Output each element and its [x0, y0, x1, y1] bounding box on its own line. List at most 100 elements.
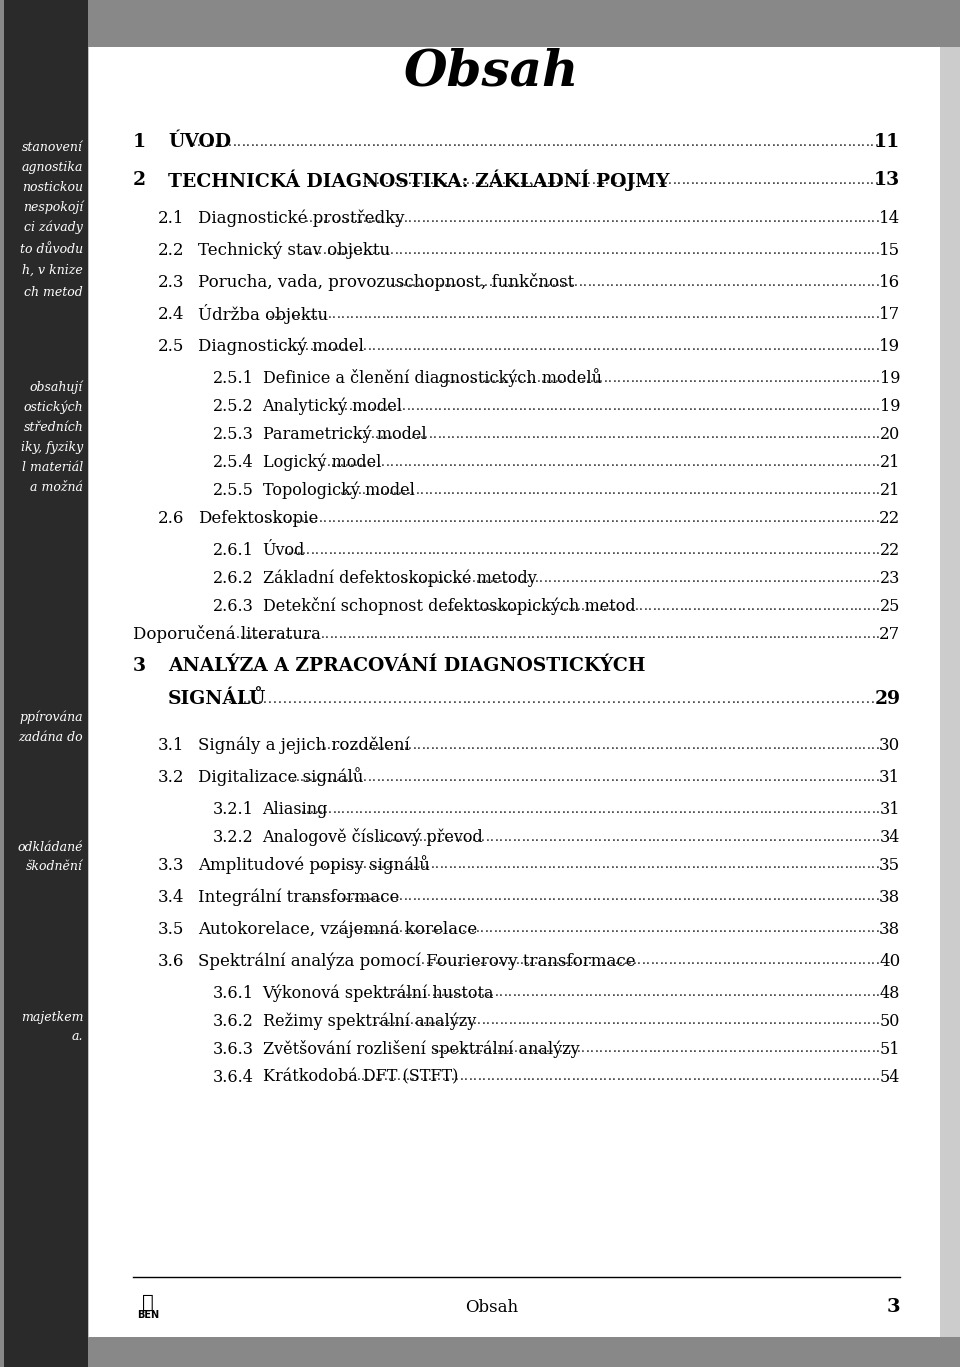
Text: .: . — [571, 627, 575, 641]
Text: .: . — [518, 428, 522, 440]
Text: .: . — [867, 1043, 872, 1055]
Text: .: . — [835, 858, 839, 872]
Text: .: . — [368, 174, 372, 186]
Text: .: . — [807, 174, 811, 186]
Text: .: . — [411, 1070, 415, 1084]
Text: .: . — [608, 627, 612, 641]
Text: .: . — [822, 243, 826, 257]
Text: .: . — [778, 428, 781, 440]
Text: .: . — [444, 923, 448, 935]
Text: .: . — [621, 1070, 625, 1084]
Text: .: . — [458, 339, 462, 353]
Text: .: . — [365, 544, 369, 556]
Text: .: . — [620, 544, 624, 556]
Text: .: . — [512, 923, 516, 935]
Text: .: . — [652, 802, 656, 816]
Text: .: . — [637, 308, 641, 320]
Text: .: . — [592, 890, 596, 904]
Text: .: . — [669, 890, 673, 904]
Text: .: . — [858, 544, 862, 556]
Text: .: . — [639, 372, 643, 384]
Text: .: . — [421, 771, 425, 783]
Text: .: . — [547, 243, 551, 257]
Text: .: . — [624, 771, 628, 783]
Text: .: . — [736, 308, 740, 320]
Text: .: . — [580, 802, 584, 816]
Text: .: . — [795, 276, 799, 288]
Text: .: . — [732, 511, 736, 525]
Text: .: . — [642, 923, 646, 935]
Text: .: . — [458, 858, 462, 872]
Text: .: . — [496, 1043, 500, 1055]
Text: .: . — [570, 511, 574, 525]
Text: .: . — [606, 243, 610, 257]
Text: .: . — [565, 954, 569, 968]
Text: .: . — [453, 455, 457, 469]
Text: .: . — [737, 1014, 741, 1028]
Text: .: . — [696, 738, 700, 752]
Text: .: . — [371, 1070, 374, 1084]
Text: .: . — [490, 771, 493, 783]
Text: .: . — [831, 399, 835, 413]
Text: .: . — [651, 455, 655, 469]
Text: .: . — [721, 693, 726, 705]
Text: .: . — [637, 243, 641, 257]
Text: .: . — [751, 544, 755, 556]
Text: .: . — [633, 243, 636, 257]
Text: .: . — [756, 1070, 759, 1084]
Text: .: . — [534, 923, 538, 935]
Text: .: . — [660, 135, 663, 149]
Text: .: . — [326, 135, 330, 149]
Text: .: . — [686, 954, 690, 968]
Text: .: . — [696, 276, 700, 288]
Text: .: . — [691, 923, 695, 935]
Text: .: . — [863, 987, 867, 999]
Text: .: . — [517, 627, 521, 641]
Text: .: . — [608, 428, 612, 440]
Text: .: . — [678, 511, 682, 525]
Text: .: . — [678, 243, 682, 257]
Text: .: . — [575, 339, 579, 353]
Text: .: . — [845, 1070, 849, 1084]
Text: .: . — [746, 627, 750, 641]
Text: .: . — [498, 339, 502, 353]
Text: .: . — [853, 831, 857, 843]
Text: .: . — [639, 484, 643, 496]
Text: .: . — [578, 174, 582, 186]
Text: .: . — [853, 600, 858, 612]
Text: .: . — [814, 399, 818, 413]
Text: .: . — [723, 308, 727, 320]
Text: .: . — [318, 135, 322, 149]
Text: .: . — [417, 276, 420, 288]
Text: .: . — [800, 954, 804, 968]
Text: .: . — [432, 987, 436, 999]
Text: .: . — [658, 1043, 661, 1055]
Text: .: . — [332, 890, 336, 904]
Text: .: . — [836, 1070, 840, 1084]
Text: .: . — [858, 1014, 862, 1028]
Text: .: . — [728, 627, 732, 641]
Text: .: . — [714, 954, 718, 968]
Text: .: . — [646, 276, 650, 288]
Text: .: . — [363, 738, 367, 752]
Text: .: . — [636, 135, 640, 149]
Text: .: . — [736, 693, 740, 705]
Text: 3.6.1: 3.6.1 — [213, 984, 253, 1002]
Text: .: . — [551, 135, 555, 149]
Text: .: . — [853, 455, 857, 469]
Text: .: . — [375, 484, 379, 496]
Text: .: . — [565, 511, 569, 525]
Text: .: . — [756, 1043, 759, 1055]
Text: .: . — [790, 212, 794, 224]
Text: .: . — [300, 771, 304, 783]
Text: .: . — [370, 627, 373, 641]
Text: .: . — [465, 1070, 468, 1084]
Text: .: . — [845, 1043, 849, 1055]
Text: .: . — [336, 339, 340, 353]
Text: .: . — [849, 243, 852, 257]
Text: .: . — [390, 923, 394, 935]
Text: ostických: ostických — [24, 401, 84, 414]
Text: .: . — [336, 738, 340, 752]
Text: 15: 15 — [879, 242, 900, 258]
Text: .: . — [774, 484, 778, 496]
